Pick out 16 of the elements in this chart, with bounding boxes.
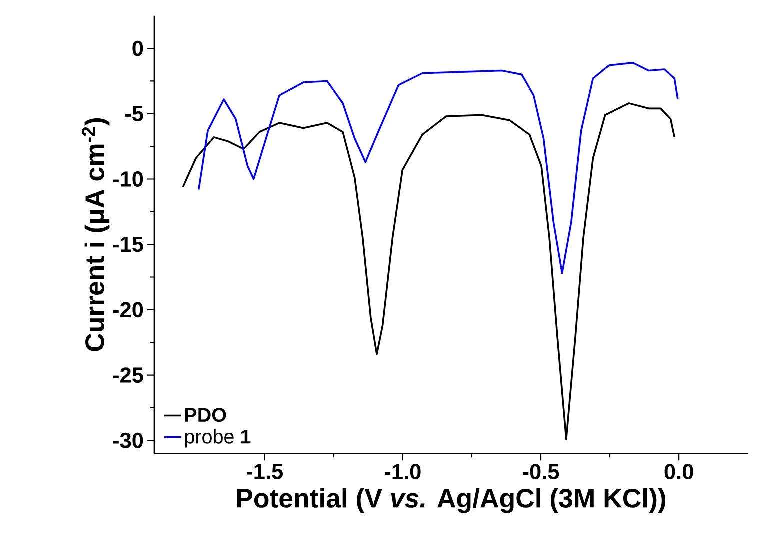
x-tick-label: -0.5: [523, 464, 560, 480]
legend-label: probe 1: [185, 429, 251, 448]
y-tick-label: -10: [113, 172, 144, 187]
y-tick-label: -20: [113, 302, 144, 318]
y-tick-label: -30: [113, 432, 144, 448]
x-tick-label: -1.5: [246, 464, 284, 480]
y-tick-label: -5: [125, 106, 144, 122]
y-axis-title: Current i (μA cm$^{-2}$): [82, 118, 110, 352]
y-tick-label: -15: [113, 236, 144, 252]
x-tick-label: 0.0: [664, 464, 694, 480]
x-tick-label: -1.0: [385, 464, 421, 480]
line-series: [198, 62, 679, 274]
legend-label: PDO: [185, 408, 226, 422]
y-tick-label: -25: [113, 368, 144, 383]
y-tick-label: 0: [132, 40, 144, 56]
x-axis-title: Potential (V vs. Ag/AgCl (3M KCl)): [237, 488, 666, 514]
